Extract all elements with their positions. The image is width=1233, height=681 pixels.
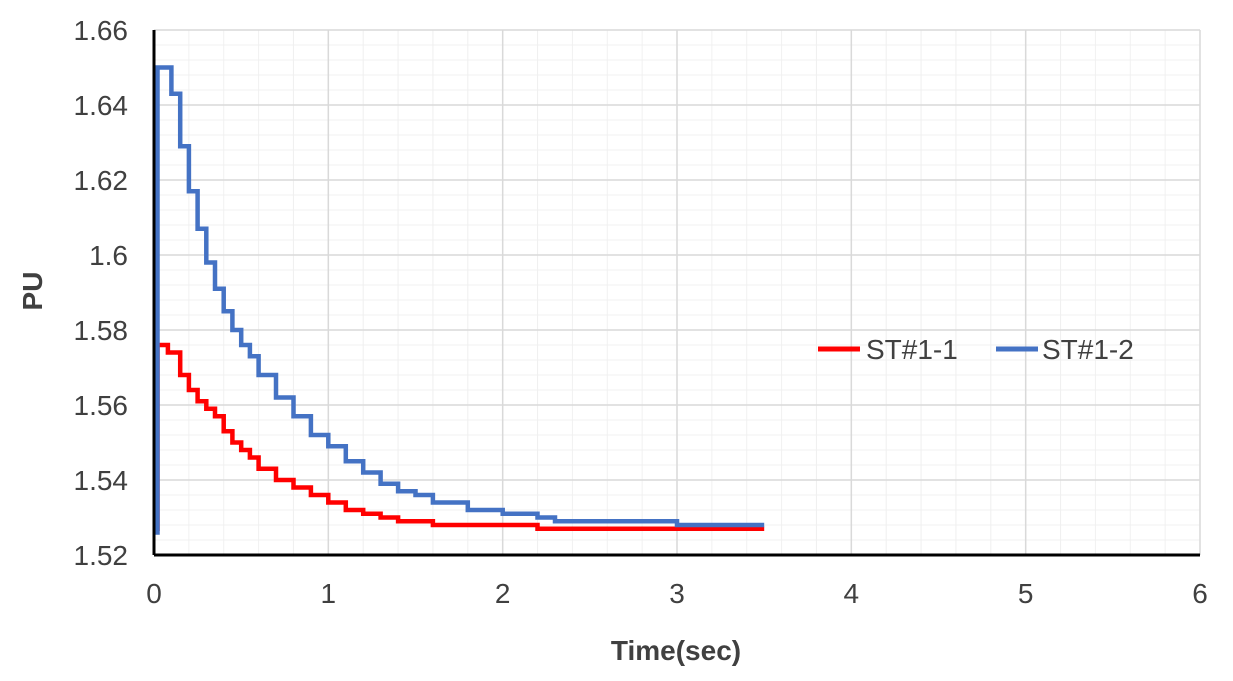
x-tick-label: 1 — [321, 578, 337, 609]
legend: ST#1-1 ST#1-2 — [818, 334, 1134, 365]
series-layer — [154, 65, 765, 535]
x-axis-title: Time(sec) — [611, 635, 741, 666]
x-tick-label: 2 — [495, 578, 511, 609]
y-tick-label: 1.54 — [74, 465, 129, 496]
x-tick-label: 4 — [844, 578, 860, 609]
y-tick-label: 1.62 — [74, 165, 129, 196]
y-axis-title: PU — [17, 272, 48, 311]
series-line-2 — [154, 65, 765, 535]
y-tick-label: 1.56 — [74, 390, 129, 421]
y-tick-labels: 1.52 1.54 1.56 1.58 1.6 1.62 1.64 1.66 — [74, 15, 129, 571]
x-tick-labels: 0 1 2 3 4 5 6 — [146, 578, 1208, 609]
y-tick-label: 1.66 — [74, 15, 129, 46]
x-tick-label: 6 — [1192, 578, 1208, 609]
x-tick-label: 0 — [146, 578, 162, 609]
major-grid — [153, 29, 1201, 556]
legend-label: ST#1-1 — [866, 334, 958, 365]
y-tick-label: 1.58 — [74, 315, 129, 346]
y-tick-label: 1.52 — [74, 540, 129, 571]
legend-label: ST#1-2 — [1042, 334, 1134, 365]
series-line-1 — [154, 342, 765, 532]
x-tick-label: 3 — [669, 578, 685, 609]
y-tick-label: 1.64 — [74, 90, 129, 121]
y-tick-label: 1.6 — [89, 240, 128, 271]
x-tick-label: 5 — [1018, 578, 1034, 609]
